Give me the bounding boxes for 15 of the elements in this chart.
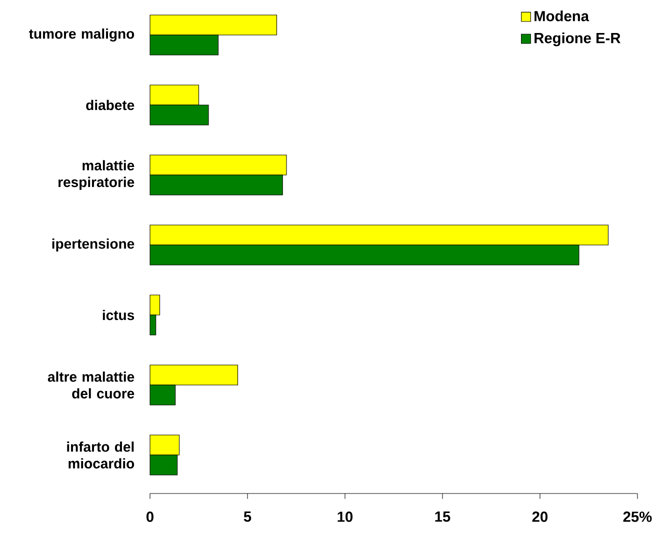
y-tick-label: tumore maligno <box>29 28 134 42</box>
x-tick-label: 0 <box>146 512 154 522</box>
x-tick-label: 20 <box>532 512 548 522</box>
y-tick-label: infarto del miocardio <box>67 442 134 468</box>
y-tick-label: diabete <box>86 100 134 110</box>
x-tick-label: 10 <box>338 512 353 522</box>
y-tick-label: ictus <box>102 310 134 320</box>
x-tick-label: 15 <box>435 512 450 522</box>
y-tick-label: altre malattie del cuore <box>48 372 134 398</box>
legend-label: Modena <box>534 10 590 22</box>
x-tick-label: 5 <box>244 512 252 522</box>
y-tick-label: ipertensione <box>52 238 134 252</box>
legend-label: Regione E-R <box>534 32 620 46</box>
y-tick-label: malattie respiratorie <box>58 160 134 190</box>
x-tick-label: 25% <box>623 512 652 522</box>
